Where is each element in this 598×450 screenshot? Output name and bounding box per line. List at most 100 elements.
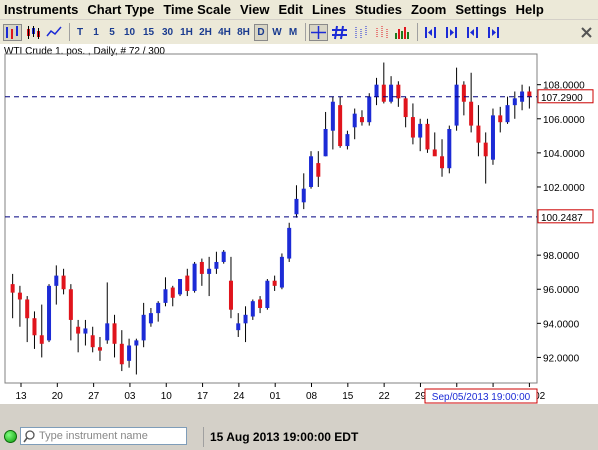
x-tick-label: 03 <box>124 391 136 402</box>
candle-body <box>119 343 124 365</box>
upper-price-marker-label: 107.2900 <box>541 93 583 104</box>
candle-body <box>112 323 117 344</box>
timeframe-4h-button[interactable]: 4H <box>218 26 231 38</box>
candle-body <box>141 314 146 341</box>
toolbar-separator <box>69 23 70 41</box>
timeframe-m-button[interactable]: M <box>288 26 298 38</box>
candle-body <box>39 335 44 344</box>
x-tick-label: 10 <box>161 391 173 402</box>
lower-price-marker-label-box <box>537 209 594 224</box>
candle-body <box>309 156 314 187</box>
timeframe-t-button[interactable]: T <box>76 26 84 38</box>
menu-view[interactable]: View <box>240 2 270 17</box>
timeframe-15-button[interactable]: 15 <box>142 26 155 38</box>
candle-body <box>512 98 517 106</box>
timeframe-1-button[interactable]: 1 <box>93 26 99 38</box>
dotted-candles-icon[interactable] <box>372 24 391 41</box>
menu-time-scale[interactable]: Time Scale <box>163 2 232 17</box>
candle-chart-icon[interactable] <box>24 24 43 41</box>
candle-body <box>258 299 263 308</box>
line-chart-icon[interactable] <box>45 24 64 41</box>
candle-body <box>10 284 15 293</box>
candle-body <box>156 302 161 314</box>
candle-body <box>97 347 102 351</box>
zoom-left-icon[interactable] <box>463 24 482 41</box>
candle-body <box>367 96 372 123</box>
x-tick-label: 27 <box>88 391 100 402</box>
y-tick-label: 102.0000 <box>543 183 585 194</box>
candle-body <box>214 261 219 269</box>
candle-body <box>316 163 321 177</box>
crosshair-icon[interactable] <box>309 23 328 41</box>
price-chart[interactable]: WTI Crude 1. pos. , Daily, # 72 / 300 10… <box>0 44 598 417</box>
timeframe-1h-button[interactable]: 1H <box>180 26 193 38</box>
x-tick-label: 13 <box>15 391 27 402</box>
x-tick-label: 20 <box>52 391 64 402</box>
candle-body <box>32 318 37 336</box>
status-datetime: 15 Aug 2013 19:00:00 EDT <box>210 430 359 444</box>
candle-body <box>403 98 408 118</box>
candle-body <box>425 123 430 150</box>
timeframe-2h-button[interactable]: 2H <box>199 26 212 38</box>
bar-chart-icon[interactable] <box>3 23 22 41</box>
close-icon[interactable] <box>577 24 596 41</box>
candle-body <box>250 301 255 317</box>
volume-bars-icon[interactable] <box>393 24 412 41</box>
menu-zoom[interactable]: Zoom <box>410 2 447 17</box>
y-tick-label: 96.0000 <box>543 285 580 296</box>
candle-body <box>469 101 474 126</box>
lower-price-marker-label: 100.2487 <box>541 213 583 224</box>
menu-chart-type[interactable]: Chart Type <box>87 2 155 17</box>
search-icon <box>23 430 35 443</box>
candle-body <box>381 84 386 102</box>
candle-body <box>170 287 175 298</box>
menu-settings[interactable]: Settings <box>455 2 507 17</box>
connection-status-icon <box>4 430 17 443</box>
timeframe-8h-button[interactable]: 8H <box>237 26 250 38</box>
candle-body <box>294 198 299 215</box>
zoom-right-icon[interactable] <box>484 24 503 41</box>
candle-body <box>68 289 73 320</box>
timeframe-5-button[interactable]: 5 <box>109 26 115 38</box>
candle-body <box>90 335 95 348</box>
candle-body <box>279 256 284 288</box>
menu-edit[interactable]: Edit <box>278 2 303 17</box>
candle-body <box>432 149 437 157</box>
candle-body <box>54 275 59 286</box>
candle-body <box>527 91 532 97</box>
candle-body <box>228 280 233 310</box>
instrument-search[interactable] <box>20 427 187 445</box>
y-tick-label: 106.0000 <box>543 115 585 126</box>
dotted-bars-icon[interactable] <box>351 24 370 41</box>
candle-body <box>301 188 306 203</box>
chart-area[interactable]: WTI Crude 1. pos. , Daily, # 72 / 300 10… <box>0 44 598 417</box>
candle-body <box>454 84 459 126</box>
x-tick-label: 29 <box>415 391 427 402</box>
candle-body <box>330 101 335 131</box>
candle-body <box>323 129 328 157</box>
candle-body <box>265 280 270 308</box>
candle-body <box>105 323 110 341</box>
y-tick-label: 104.0000 <box>543 149 585 160</box>
timeframe-10-button[interactable]: 10 <box>123 26 136 38</box>
candle-body <box>410 117 415 138</box>
candle-body <box>163 289 168 303</box>
menu-instruments[interactable]: Instruments <box>4 2 79 17</box>
candle-body <box>185 275 190 291</box>
scroll-left-icon[interactable] <box>421 24 440 41</box>
menu-studies[interactable]: Studies <box>354 2 402 17</box>
candle-body <box>440 156 445 169</box>
timeframe-30-button[interactable]: 30 <box>161 26 174 38</box>
instrument-search-input[interactable] <box>37 430 181 442</box>
timeframe-w-button[interactable]: W <box>272 26 282 38</box>
candle-body <box>134 340 139 346</box>
menu-bar: Instruments Chart Type Time Scale View Edit L… <box>0 0 598 19</box>
menu-lines[interactable]: Lines <box>312 2 346 17</box>
candle-body <box>25 299 30 319</box>
menu-help[interactable]: Help <box>515 2 544 17</box>
candle-body <box>483 142 488 157</box>
x-tick-label: 22 <box>379 391 391 402</box>
timeframe-d-button[interactable]: D <box>254 23 268 41</box>
grid-icon[interactable] <box>330 24 349 41</box>
scroll-right-icon[interactable] <box>442 24 461 41</box>
